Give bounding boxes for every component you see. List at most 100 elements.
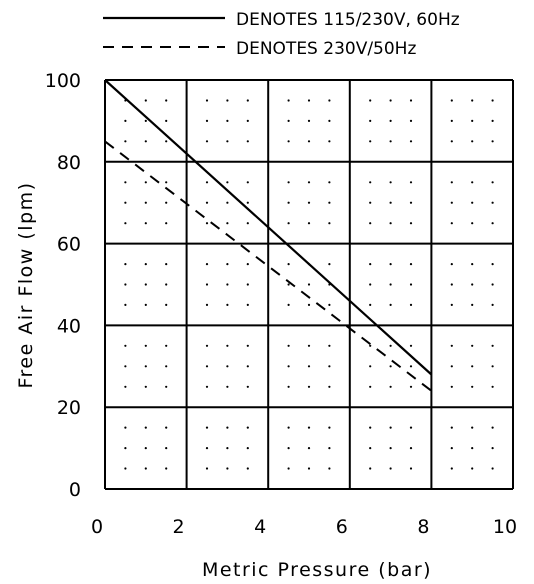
- grid-dot: [491, 303, 494, 306]
- grid-dot: [307, 447, 311, 450]
- grid-dot: [226, 222, 229, 225]
- grid-dot: [328, 181, 331, 184]
- grid-dot: [287, 426, 290, 429]
- grid-dot: [369, 467, 372, 470]
- grid-dot: [389, 99, 392, 102]
- grid-dot: [287, 99, 290, 102]
- grid-dot: [165, 303, 168, 306]
- grid-dot: [287, 447, 290, 450]
- grid-dot: [409, 201, 413, 204]
- grid-dot: [369, 119, 372, 122]
- grid-dot: [246, 140, 249, 143]
- grid-dot: [409, 119, 413, 122]
- grid-dot: [491, 222, 494, 225]
- grid-dot: [409, 344, 413, 347]
- grid-dot: [205, 283, 209, 286]
- grid-dot: [369, 344, 372, 347]
- grid-dot: [409, 385, 413, 388]
- x-tick-label: 10: [493, 516, 517, 538]
- grid-dot: [226, 447, 229, 450]
- grid-dot: [287, 467, 290, 470]
- x-tick-label: 2: [173, 516, 185, 538]
- grid-dot: [369, 263, 372, 266]
- grid-dot: [246, 201, 249, 204]
- grid-dot: [205, 385, 209, 388]
- grid-dot: [246, 222, 249, 225]
- grid-dot: [246, 365, 249, 368]
- grid-dot: [471, 365, 474, 368]
- grid-dot: [287, 119, 290, 122]
- grid-dot: [205, 181, 209, 184]
- legend-label-1: DENOTES 115/230V, 60Hz: [236, 10, 460, 30]
- grid-dot: [450, 263, 453, 266]
- grid-dot: [226, 426, 229, 429]
- grid-dot: [491, 99, 494, 102]
- grid-dot: [246, 467, 249, 470]
- grid-dot: [287, 283, 290, 286]
- grid-dot: [205, 447, 209, 450]
- grid-dot: [471, 222, 474, 225]
- grid-dot: [471, 426, 474, 429]
- grid-dot: [328, 99, 331, 102]
- grid-dot: [307, 467, 311, 470]
- grid-dot: [389, 263, 392, 266]
- grid-dot: [369, 385, 372, 388]
- grid-dot: [369, 303, 372, 306]
- grid-dot: [471, 140, 474, 143]
- grid-dot: [450, 283, 453, 286]
- grid-dot: [471, 447, 474, 450]
- grid-dot: [226, 303, 229, 306]
- grid-dot: [226, 385, 229, 388]
- grid-dot: [491, 447, 494, 450]
- grid-dot: [450, 385, 453, 388]
- grid-dot: [328, 344, 331, 347]
- grid-dot: [491, 181, 494, 184]
- grid-dot: [144, 303, 147, 306]
- grid-dot: [246, 385, 249, 388]
- grid-dot: [369, 99, 372, 102]
- grid-dot: [450, 447, 453, 450]
- grid-dot: [144, 140, 147, 143]
- grid-dot: [124, 447, 127, 450]
- y-tick-label: 100: [45, 70, 81, 92]
- grid-dot: [389, 201, 392, 204]
- grid-dot: [389, 119, 392, 122]
- grid-dot: [226, 99, 229, 102]
- grid-dot: [471, 263, 474, 266]
- grid-dot: [124, 283, 127, 286]
- grid-dot: [144, 181, 147, 184]
- grid-dot: [287, 222, 290, 225]
- grid-dot: [124, 385, 127, 388]
- series-layer: [104, 79, 433, 392]
- grid-dot: [205, 344, 209, 347]
- grid-dot: [409, 365, 413, 368]
- grid-dot: [205, 263, 209, 266]
- grid-dot: [144, 222, 147, 225]
- grid-dot: [409, 99, 413, 102]
- grid-dot: [389, 447, 392, 450]
- grid-dot: [389, 385, 392, 388]
- grid-dot: [491, 365, 494, 368]
- grid-dot: [369, 365, 372, 368]
- x-tick-labels: 0 2 4 6 8 10: [91, 516, 517, 538]
- grid-dot: [307, 140, 311, 143]
- grid-dot: [205, 467, 209, 470]
- grid-dot: [450, 181, 453, 184]
- grid-dot: [328, 426, 331, 429]
- grid-dot: [450, 344, 453, 347]
- grid-dot: [144, 201, 147, 204]
- grid-dot: [226, 283, 229, 286]
- grid-dot: [144, 263, 147, 266]
- grid-dot: [450, 222, 453, 225]
- grid-dot: [144, 283, 147, 286]
- grid-dot: [307, 119, 311, 122]
- grid-dot: [246, 181, 249, 184]
- grid-dot: [287, 263, 290, 266]
- grid-dot: [491, 201, 494, 204]
- grid-dot: [287, 303, 290, 306]
- grid-dot: [328, 303, 331, 306]
- grid-dot: [369, 426, 372, 429]
- grid-dot: [165, 99, 168, 102]
- grid-dot: [205, 303, 209, 306]
